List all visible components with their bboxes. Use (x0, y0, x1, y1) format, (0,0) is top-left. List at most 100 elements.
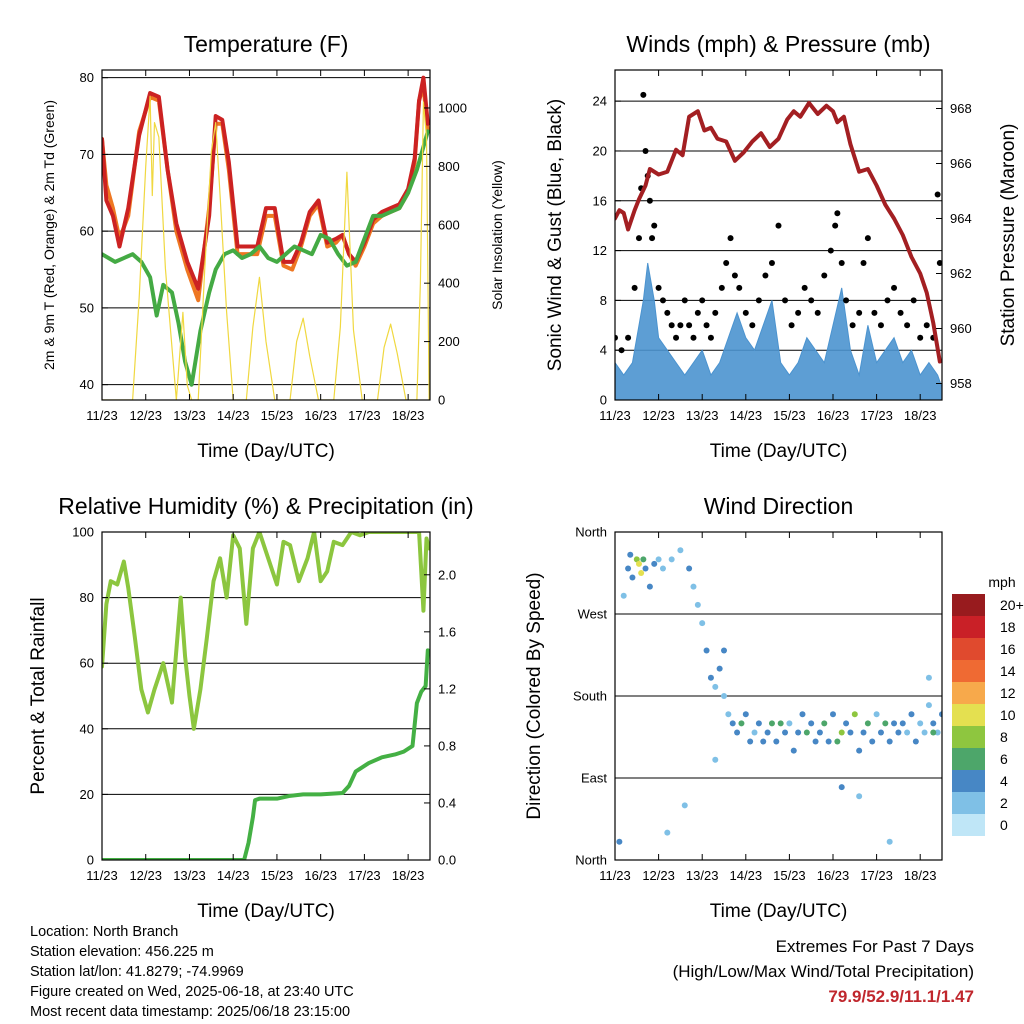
wind-dir-point (912, 738, 919, 745)
wind-dir-point (869, 738, 876, 745)
winds-point (640, 91, 647, 98)
extremes-values: 79.9/52.9/11.1/1.47 (828, 987, 974, 1006)
winds-point (849, 322, 856, 329)
wind-dir-point (816, 729, 823, 736)
wind-dir-point (721, 693, 727, 699)
winds-xlabel: Time (Day/UTC) (710, 441, 848, 462)
wind_direction-ylabel: Direction (Colored By Speed) (524, 572, 545, 819)
location-text: Location: North Branch (30, 924, 179, 940)
y-tick-label: South (573, 689, 607, 704)
wind-dir-point (838, 784, 845, 791)
wind-dir-point (939, 711, 942, 718)
wind-dir-point (760, 738, 767, 745)
wind-dir-point (764, 729, 771, 736)
x-tick-label: 14/23 (730, 408, 763, 423)
wind-dir-point (821, 720, 828, 727)
y-tick-label: 100 (72, 525, 94, 540)
x-tick-label: 14/23 (217, 868, 250, 883)
winds-point (934, 191, 941, 198)
wind-dir-point (773, 738, 780, 745)
y-right-tick-label: 800 (438, 159, 460, 174)
humidity-title: Relative Humidity (%) & Precipitation (i… (58, 493, 473, 519)
colorbar-tick-label: 0 (1000, 817, 1008, 833)
winds-point (659, 297, 666, 304)
x-tick-label: 12/23 (129, 868, 162, 883)
wind-dir-point (625, 565, 632, 572)
colorbar-swatch (952, 792, 985, 814)
winds-point (703, 322, 710, 329)
wind-dir-point (681, 802, 688, 809)
colorbar-tick-label: 2 (1000, 795, 1008, 811)
y-tick-label: 40 (80, 721, 94, 736)
winds-point (814, 309, 821, 316)
colorbar-swatch (952, 704, 985, 726)
winds-series-2 (615, 101, 942, 364)
wind-dir-point (860, 729, 867, 736)
y-tick-label: 16 (593, 193, 607, 208)
winds-point (690, 334, 697, 341)
y-tick-label: 24 (593, 94, 607, 109)
winds-point (618, 347, 625, 354)
winds-point (646, 197, 653, 204)
winds-point (749, 322, 756, 329)
winds-point (736, 284, 743, 291)
x-tick-label: 18/23 (392, 868, 425, 883)
wind-dir-point (646, 583, 653, 590)
winds-point (843, 297, 850, 304)
temperature-series-1 (102, 75, 430, 291)
y-right-tick-label: 600 (438, 217, 460, 232)
y-tick-label: 0 (87, 853, 94, 868)
winds-point (664, 309, 671, 316)
temperature-title: Temperature (F) (184, 31, 349, 57)
winds-point (884, 297, 891, 304)
x-tick-label: 16/23 (817, 868, 850, 883)
y-tick-label: 80 (80, 590, 94, 605)
wind-dir-point (694, 601, 701, 608)
wind-dir-point (825, 738, 832, 745)
humidity-xlabel: Time (Day/UTC) (197, 901, 335, 922)
created-text: Figure created on Wed, 2025-06-18, at 23… (30, 984, 354, 1000)
y-tick-label: 80 (80, 70, 94, 85)
x-tick-label: 11/23 (86, 408, 118, 423)
y-right-tick-label: 2.0 (438, 567, 456, 582)
wind-dir-point (795, 729, 802, 736)
y-right-tick-label: 962 (950, 266, 972, 281)
humidity-frame (101, 531, 431, 861)
x-tick-label: 11/23 (599, 868, 631, 883)
wind-dir-point (790, 747, 797, 754)
colorbar-swatch (952, 726, 985, 748)
wind-dir-point (734, 729, 741, 736)
y-tick-label: 20 (80, 787, 94, 802)
wind-dir-point (891, 720, 898, 727)
x-tick-label: 16/23 (304, 408, 337, 423)
winds-point (775, 222, 782, 229)
wind-dir-point (808, 720, 815, 727)
winds-point (808, 297, 815, 304)
winds-point (718, 284, 725, 291)
y-tick-label: North (575, 853, 607, 868)
wind-dir-point (738, 720, 745, 727)
wind-dir-point (843, 720, 850, 727)
x-tick-label: 15/23 (261, 408, 294, 423)
winds-point (642, 147, 649, 154)
y-tick-label: North (575, 525, 607, 540)
colorbar-swatch (952, 660, 985, 682)
wind-dir-point (690, 583, 697, 590)
temperature-frame (101, 69, 431, 401)
wind-dir-point (777, 720, 784, 727)
x-tick-label: 18/23 (392, 408, 425, 423)
wind-dir-point (877, 729, 884, 736)
winds-point (673, 334, 680, 341)
winds-point (801, 284, 808, 291)
y-right-tick-label: 0.0 (438, 853, 456, 868)
winds-point (755, 297, 762, 304)
wind-dir-point (856, 793, 863, 800)
wind-dir-point (635, 560, 642, 567)
wind-dir-point (864, 720, 871, 727)
x-tick-label: 16/23 (817, 408, 850, 423)
wind_direction-series-group (616, 547, 942, 845)
winds-point (832, 222, 839, 229)
wind-dir-point (812, 738, 819, 745)
wind-dir-point (712, 756, 719, 763)
wind-dir-point (716, 665, 723, 672)
